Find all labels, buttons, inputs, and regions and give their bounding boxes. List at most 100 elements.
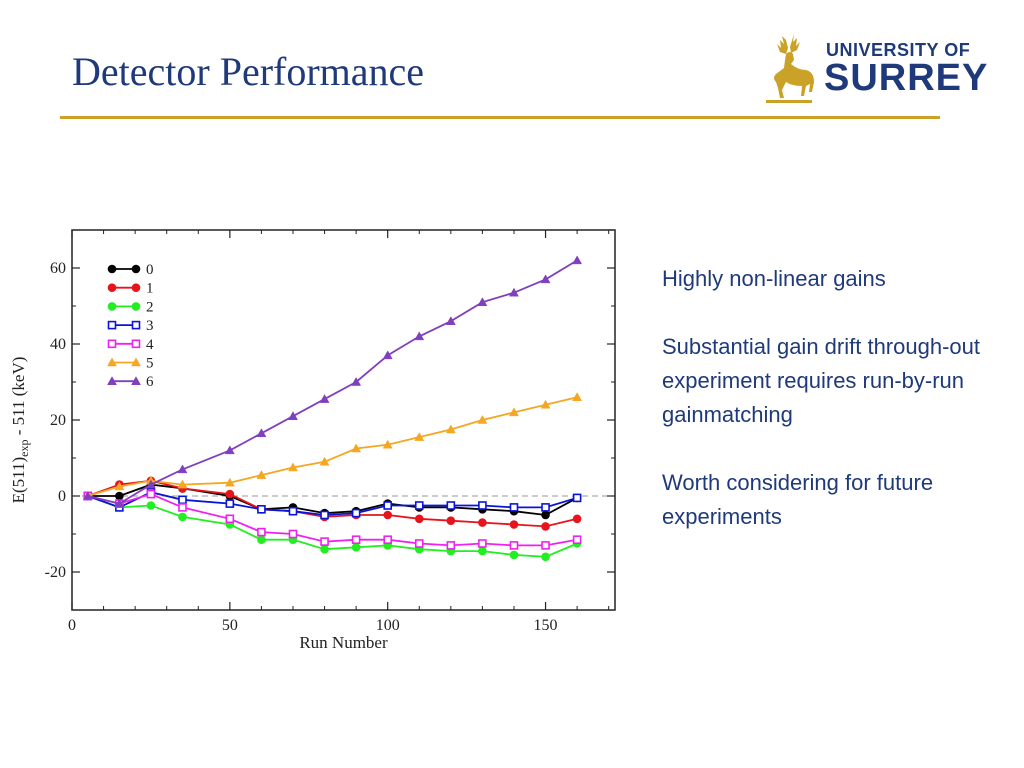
series-line-4 <box>87 493 578 547</box>
legend-label: 3 <box>146 318 154 334</box>
y-axis-label-sub: exp <box>17 440 31 457</box>
series-0 <box>83 480 582 520</box>
university-logo: UNIVERSITY OF SURREY <box>760 30 990 108</box>
legend-label: 2 <box>146 299 154 315</box>
legend-marker <box>131 339 141 349</box>
data-point-5 <box>319 456 330 466</box>
data-point-6 <box>288 411 298 420</box>
stag-icon <box>766 34 814 103</box>
series-line-5 <box>87 396 578 497</box>
legend-item-0: 0 <box>107 262 154 278</box>
series-line-0 <box>87 483 578 516</box>
bullet-item: Highly non-linear gains <box>662 266 886 291</box>
data-point-6 <box>351 376 362 386</box>
data-point-5 <box>256 470 267 479</box>
data-point-6 <box>414 331 425 341</box>
legend-item-3: 3 <box>107 318 154 334</box>
data-point-3 <box>478 501 487 510</box>
data-point-6 <box>114 498 125 508</box>
legend-item-5: 5 <box>107 356 154 372</box>
legend-marker <box>107 339 117 349</box>
legend-marker <box>107 320 117 330</box>
data-point-4 <box>478 539 487 548</box>
legend-marker <box>131 357 141 367</box>
data-point-4 <box>383 535 392 545</box>
data-point-3 <box>351 508 361 518</box>
data-point-3 <box>225 499 235 508</box>
series-group <box>82 255 583 562</box>
y-tick-label: 40 <box>50 336 66 353</box>
legend-item-2: 2 <box>107 299 154 315</box>
data-point-4 <box>225 514 235 524</box>
gain-drift-chart: 0 50 100 150 -20 0 20 40 60 0 1 2 3 4 5 6 Run Number E… <box>9 229 616 652</box>
series-5 <box>82 392 583 500</box>
data-point-2 <box>257 535 266 545</box>
logo-university-of: UNIVERSITY OF <box>826 40 971 60</box>
data-point-4 <box>320 537 329 546</box>
legend-marker <box>107 264 117 274</box>
data-point-5 <box>114 481 125 491</box>
series-line-3 <box>87 491 578 516</box>
data-point-6 <box>572 255 583 265</box>
data-point-6 <box>477 297 488 306</box>
data-point-4 <box>178 503 187 512</box>
data-point-3 <box>509 503 519 512</box>
y-axis-label-tail: - 511 (keV) <box>9 357 28 440</box>
y-axis-label: E(511)exp - 511 (keV) <box>9 357 31 504</box>
x-tick-label: 150 <box>534 617 558 634</box>
legend-marker <box>131 302 141 311</box>
series-6 <box>82 255 583 508</box>
series-line-2 <box>87 495 578 558</box>
data-point-6 <box>509 287 519 297</box>
y-tick-label: 20 <box>50 412 66 429</box>
data-point-1 <box>383 510 392 520</box>
data-point-6 <box>319 394 330 403</box>
data-point-1 <box>478 518 487 527</box>
legend-marker <box>131 320 141 330</box>
data-point-1 <box>572 514 582 524</box>
data-point-6 <box>177 464 188 474</box>
data-point-6 <box>224 445 235 455</box>
data-point-5 <box>288 462 298 472</box>
data-point-6 <box>445 316 456 325</box>
data-point-2 <box>478 546 487 556</box>
data-point-6 <box>540 274 551 284</box>
data-point-1 <box>446 516 456 526</box>
series-3 <box>83 487 582 520</box>
data-point-4 <box>446 541 456 550</box>
legend-marker <box>107 283 117 292</box>
legend-item-4: 4 <box>107 337 154 353</box>
data-point-2 <box>146 501 156 510</box>
data-point-3 <box>178 495 187 505</box>
data-point-5 <box>572 392 583 401</box>
data-point-5 <box>477 414 488 424</box>
legend-label: 1 <box>146 281 154 297</box>
data-point-5 <box>382 439 393 449</box>
data-point-4 <box>351 535 361 545</box>
data-point-3 <box>383 501 392 510</box>
legend-marker <box>131 264 141 274</box>
data-point-5 <box>445 424 456 434</box>
legend-marker <box>107 302 117 311</box>
legend-marker <box>107 376 117 385</box>
data-point-1 <box>541 522 550 531</box>
legend: 0 1 2 3 4 5 6 <box>107 262 154 390</box>
data-point-4 <box>257 527 266 537</box>
data-point-3 <box>288 506 298 516</box>
data-point-3 <box>414 501 424 510</box>
legend-item-6: 6 <box>107 374 154 390</box>
legend-label: 6 <box>146 374 154 390</box>
data-point-3 <box>572 493 582 503</box>
bullet-item: Substantial gain drift through-out exper… <box>662 334 980 427</box>
data-point-2 <box>320 544 329 554</box>
data-point-6 <box>382 350 393 360</box>
legend-label: 0 <box>146 262 154 278</box>
data-point-5 <box>177 479 188 489</box>
data-point-0 <box>541 510 550 520</box>
data-point-4 <box>146 489 156 499</box>
slide-title: Detector Performance <box>72 49 425 94</box>
data-point-3 <box>541 503 550 512</box>
series-4 <box>83 489 582 550</box>
data-point-3 <box>446 501 456 510</box>
